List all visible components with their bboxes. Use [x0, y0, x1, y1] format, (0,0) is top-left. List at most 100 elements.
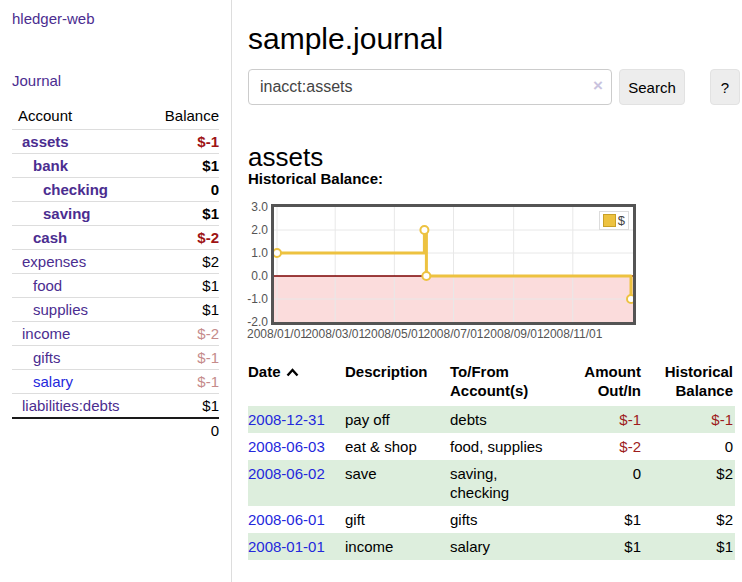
y-axis-tick-label: 1.0	[242, 246, 268, 260]
account-link[interactable]: income	[12, 325, 70, 342]
accounts-table: Account Balance assets $-1 bank $1 check…	[12, 104, 219, 442]
accounts-table-header-row: Account Balance	[12, 104, 219, 130]
y-axis-tick-label: 0.0	[242, 269, 268, 283]
account-row: liabilities:debts $1	[12, 394, 219, 419]
transaction-description: income	[345, 533, 450, 560]
x-axis-tick-label: 2008/03/01	[305, 327, 365, 341]
transaction-balance: $2	[643, 506, 735, 533]
transaction-description: pay off	[345, 406, 450, 433]
transaction-description: eat & shop	[345, 433, 450, 460]
transaction-accounts: salary	[450, 533, 570, 560]
account-balance: $-2	[150, 322, 219, 346]
account-balance: $2	[150, 250, 219, 274]
account-link[interactable]: cash	[12, 229, 67, 246]
app-title: hledger-web	[12, 10, 219, 28]
transaction-description: gift	[345, 506, 450, 533]
chevron-up-icon	[286, 362, 299, 381]
x-axis-tick-label: 2008/09/01	[484, 327, 544, 341]
account-row: assets $-1	[12, 130, 219, 154]
account-link[interactable]: checking	[12, 181, 108, 198]
main-content: sample.journal × Search ? assets Histori…	[248, 0, 742, 582]
transaction-date-link[interactable]: 2008-12-31	[248, 411, 325, 428]
y-axis-tick-label: 3.0	[242, 200, 268, 214]
transaction-amount: $-1	[570, 406, 643, 433]
account-section-heading: assets	[248, 142, 323, 173]
register-header-date[interactable]: Date	[248, 360, 345, 406]
transaction-amount: $1	[570, 533, 643, 560]
register-table-body: 2008-12-31 pay off debts $-1 $-1 2008-06…	[248, 406, 735, 560]
register-row: 2008-06-01 gift gifts $1 $2	[248, 506, 735, 533]
search-input-wrap: ×	[248, 69, 612, 105]
x-axis-tick-label: 2008/11/01	[543, 327, 602, 341]
search-input[interactable]	[248, 69, 612, 105]
account-link[interactable]: expenses	[12, 253, 86, 270]
account-balance: $1	[150, 154, 219, 178]
account-balance: $-1	[150, 370, 219, 394]
account-balance: $1	[150, 298, 219, 322]
account-balance: $-2	[150, 226, 219, 250]
account-row: gifts $-1	[12, 346, 219, 370]
transaction-accounts: debts	[450, 406, 570, 433]
register-row: 2008-06-03 eat & shop food, supplies $-2…	[248, 433, 735, 460]
account-link[interactable]: saving	[12, 205, 91, 222]
account-row: income $-2	[12, 322, 219, 346]
account-link[interactable]: gifts	[12, 349, 61, 366]
transaction-balance: $-1	[643, 406, 735, 433]
search-button[interactable]: Search	[619, 69, 685, 105]
chart-plot-svg	[274, 207, 633, 322]
register-header-accounts: To/From Account(s)	[450, 360, 570, 406]
account-balance: $1	[150, 274, 219, 298]
accounts-table-body: assets $-1 bank $1 checking 0 saving $1 …	[12, 130, 219, 443]
chart-title: Historical Balance:	[248, 170, 383, 187]
accounts-total-row: 0	[12, 418, 219, 442]
account-link[interactable]: bank	[12, 157, 68, 174]
transaction-balance: 0	[643, 433, 735, 460]
search-bar: × Search ?	[248, 69, 742, 105]
x-axis-tick-label: 2008/07/01	[423, 327, 483, 341]
register-table: Date Description To/From Account(s) Amou…	[248, 360, 735, 560]
register-row: 2008-12-31 pay off debts $-1 $-1	[248, 406, 735, 433]
register-header-row: Date Description To/From Account(s) Amou…	[248, 360, 735, 406]
x-axis-tick-label: 2008/05/01	[364, 327, 424, 341]
account-row: salary $-1	[12, 370, 219, 394]
register-header-description: Description	[345, 360, 450, 406]
transaction-amount: 0	[570, 460, 643, 506]
account-balance: $1	[150, 394, 219, 419]
transaction-balance: $2	[643, 460, 735, 506]
historical-balance-chart: $ 3.02.01.00.0-1.0-2.0 2008/01/012008/03…	[248, 196, 742, 348]
transaction-date-link[interactable]: 2008-01-01	[248, 538, 325, 555]
account-row: supplies $1	[12, 298, 219, 322]
accounts-header-account: Account	[12, 104, 150, 130]
clear-search-icon[interactable]: ×	[593, 77, 603, 95]
transaction-date-link[interactable]: 2008-06-03	[248, 438, 325, 455]
y-axis-tick-label: -1.0	[242, 292, 268, 306]
app-title-link[interactable]: hledger-web	[12, 10, 95, 27]
accounts-total-balance: 0	[150, 418, 219, 442]
account-link[interactable]: salary	[12, 373, 73, 390]
transaction-amount: $1	[570, 506, 643, 533]
transaction-date-link[interactable]: 2008-06-02	[248, 465, 325, 482]
sidebar: hledger-web Journal Account Balance asse…	[0, 0, 232, 582]
account-balance: $-1	[150, 346, 219, 370]
register-header-balance: Historical Balance	[643, 360, 735, 406]
register-row: 2008-01-01 income salary $1 $1	[248, 533, 735, 560]
transaction-date-link[interactable]: 2008-06-01	[248, 511, 325, 528]
transaction-balance: $1	[643, 533, 735, 560]
account-balance: $-1	[150, 130, 219, 154]
hledger-web-page: hledger-web Journal Account Balance asse…	[0, 0, 742, 582]
account-row: saving $1	[12, 202, 219, 226]
help-button[interactable]: ?	[710, 69, 740, 105]
account-link[interactable]: liabilities:debts	[12, 397, 120, 414]
transaction-accounts: saving, checking	[450, 460, 570, 506]
account-row: checking 0	[12, 178, 219, 202]
sidebar-item-journal[interactable]: Journal	[12, 72, 219, 89]
account-link[interactable]: supplies	[12, 301, 88, 318]
account-balance: $1	[150, 202, 219, 226]
account-row: bank $1	[12, 154, 219, 178]
chart-plot-area: $	[271, 204, 636, 325]
transaction-accounts: food, supplies	[450, 433, 570, 460]
account-link[interactable]: assets	[12, 133, 69, 150]
account-link[interactable]: food	[12, 277, 62, 294]
transaction-amount: $-2	[570, 433, 643, 460]
register-row: 2008-06-02 save saving, checking 0 $2	[248, 460, 735, 506]
